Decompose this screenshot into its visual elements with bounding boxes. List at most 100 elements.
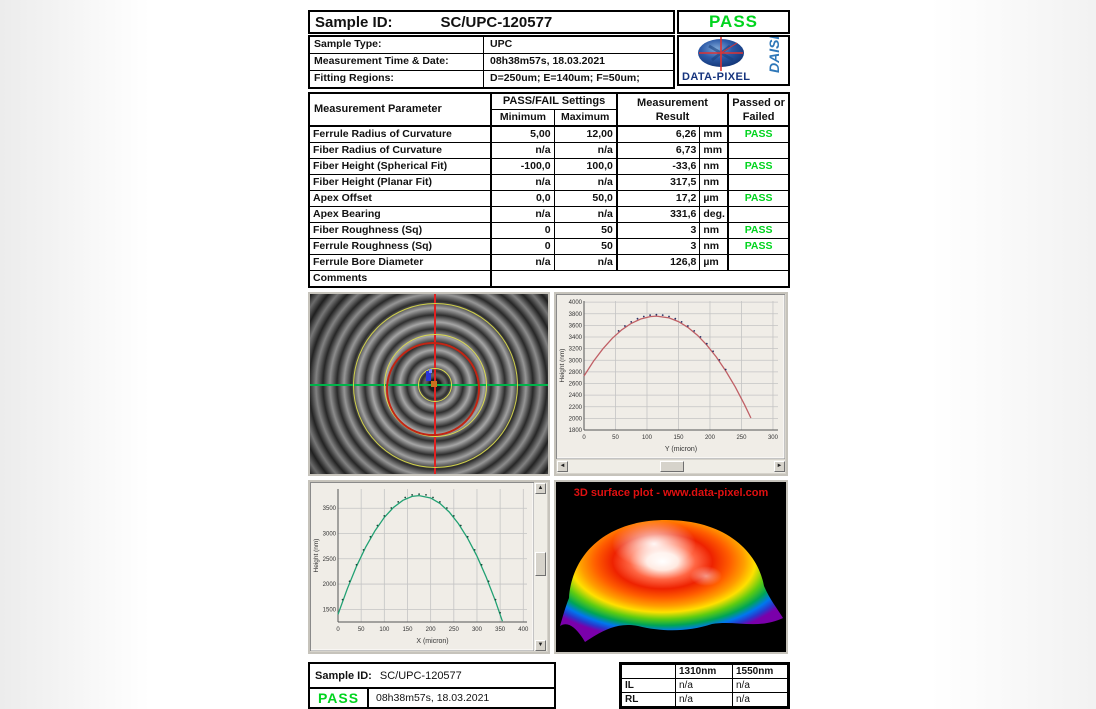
footer-sample-box: Sample ID: SC/UPC-120577 PASS 08h38m57s,…	[308, 662, 556, 709]
svg-text:100: 100	[642, 435, 653, 441]
result-value: 331,6	[615, 206, 701, 223]
measurement-report-page: Sample ID: SC/UPC-120577 Sample Type: UP…	[308, 10, 790, 709]
measurement-row: Fiber Height (Spherical Fit) -100,0 100,0-…	[308, 158, 790, 175]
scroll-up-button[interactable]: ▲	[535, 483, 546, 494]
datapixel-logo: DATA-PIXEL DAISI	[677, 35, 790, 86]
col-header-minimum: Minimum	[490, 109, 555, 127]
y-profile-hscrollbar[interactable]: ◄ ►	[557, 460, 785, 473]
pass-fail-status	[727, 206, 790, 223]
measurement-row: Apex Bearing n/a n/a 331,6 deg.	[308, 206, 790, 223]
maximum-value: 12,00	[553, 125, 618, 143]
maximum-value: n/a	[553, 142, 618, 159]
measurement-row: Fiber Height (Planar Fit) n/a n/a 317,5 nm	[308, 174, 790, 191]
parameter-name: Fiber Height (Planar Fit)	[308, 174, 492, 191]
result-unit: nm	[699, 158, 729, 175]
datapixel-logo-icon: DATA-PIXEL DAISI	[682, 37, 782, 83]
svg-text:150: 150	[402, 627, 413, 633]
result-unit: nm	[699, 238, 729, 255]
result-unit: deg.	[699, 206, 729, 223]
pass-fail-status	[727, 254, 790, 271]
col-header-result: Measurement Result	[615, 92, 729, 127]
outer-fit-region-circle	[353, 303, 518, 468]
maximum-value: 100,0	[553, 158, 618, 175]
result-value: 6,26	[615, 125, 701, 143]
maximum-value: n/a	[553, 174, 618, 191]
svg-text:0: 0	[336, 627, 340, 633]
hscrollbar-thumb[interactable]	[660, 461, 684, 472]
col-header-passed: Passed or Failed	[727, 92, 790, 127]
measurement-row: Fiber Radius of Curvature n/a n/a 6,73 mm	[308, 142, 790, 159]
svg-text:1800: 1800	[569, 428, 583, 434]
minimum-value: 0,0	[490, 190, 555, 207]
svg-text:Height (nm): Height (nm)	[559, 349, 566, 383]
sample-id-box: Sample ID: SC/UPC-120577	[308, 10, 675, 34]
minimum-value: 0	[490, 238, 555, 255]
footer-sample-id-value: SC/UPC-120577	[379, 669, 462, 682]
col-header-settings: PASS/FAIL Settings	[490, 92, 618, 110]
result-unit: mm	[699, 125, 729, 143]
svg-text:400: 400	[518, 627, 529, 633]
minimum-value: -100,0	[490, 158, 555, 175]
result-value: 6,73	[615, 142, 701, 159]
loss-type-label: IL	[621, 678, 676, 693]
loss-value: n/a	[675, 678, 733, 693]
svg-text:100: 100	[379, 627, 390, 633]
apex-marker	[426, 371, 431, 381]
result-unit: mm	[699, 142, 729, 159]
middle-fit-region-circle	[384, 334, 487, 437]
minimum-value: 0	[490, 222, 555, 239]
x-profile-vscrollbar[interactable]: ▲ ▼	[534, 483, 547, 651]
sample-id-label: Sample ID:	[315, 13, 393, 31]
pass-fail-status	[727, 142, 790, 159]
sample-id-value: SC/UPC-120577	[440, 13, 553, 31]
interferogram-panel	[308, 292, 550, 476]
svg-text:3800: 3800	[569, 312, 583, 318]
fiber-region-circle	[418, 368, 452, 402]
y-profile-chart: 0 50 100 150 200 250 300 1800 2000 2200 2400 2600 28…	[556, 294, 785, 459]
measurement-row: Fiber Roughness (Sq) 0 50 3 nm PASS	[308, 222, 790, 239]
scroll-left-button[interactable]: ◄	[557, 461, 568, 472]
svg-text:300: 300	[472, 627, 483, 633]
il-rl-table-box: 1310nm 1550nm IL n/a n/a RL n/a n/a	[619, 662, 790, 709]
svg-text:50: 50	[358, 627, 365, 633]
svg-text:2000: 2000	[569, 416, 583, 422]
vscrollbar-thumb[interactable]	[535, 552, 546, 576]
scroll-down-button[interactable]: ▼	[535, 640, 546, 651]
svg-text:3200: 3200	[569, 347, 583, 353]
svg-text:Height (nm): Height (nm)	[313, 539, 320, 573]
apex-marker-highlight	[429, 369, 432, 373]
svg-text:200: 200	[705, 435, 716, 441]
svg-text:250: 250	[449, 627, 460, 633]
pass-fail-status: PASS	[727, 190, 790, 207]
sample-type-value: UPC	[490, 38, 513, 50]
maximum-value: n/a	[553, 254, 618, 271]
svg-text:350: 350	[495, 627, 506, 633]
maximum-value: 50	[553, 238, 618, 255]
comments-row: Comments	[308, 270, 790, 288]
image-panels: 0 50 100 150 200 250 300 1800 2000 2200 2400 2600 28…	[308, 292, 790, 654]
result-value: 17,2	[615, 190, 701, 207]
measurement-row: Apex Offset 0,0 50,0 17,2 µm PASS	[308, 190, 790, 207]
svg-text:3000: 3000	[569, 358, 583, 364]
svg-text:0: 0	[582, 435, 586, 441]
measurement-time-value: 08h38m57s, 18.03.2021	[490, 55, 606, 67]
result-value: 3	[615, 222, 701, 239]
info-row-measurement-time: Measurement Time & Date: 08h38m57s, 18.0…	[310, 53, 673, 70]
logo-brand-text: DATA-PIXEL	[682, 71, 750, 83]
result-value: 3	[615, 238, 701, 255]
measurement-time-label: Measurement Time & Date:	[310, 54, 484, 70]
overall-pass-badge: PASS	[677, 10, 790, 34]
maximum-value: 50,0	[553, 190, 618, 207]
fitting-regions-label: Fitting Regions:	[310, 71, 484, 87]
svg-text:1500: 1500	[323, 607, 337, 613]
minimum-value: n/a	[490, 206, 555, 223]
svg-text:4000: 4000	[569, 300, 583, 306]
parameter-name: Ferrule Roughness (Sq)	[308, 238, 492, 255]
maximum-value: n/a	[553, 206, 618, 223]
surface-plot-image: 3D surface plot - www.data-pixel.com	[556, 482, 786, 652]
measurement-row: Ferrule Roughness (Sq) 0 50 3 nm PASS	[308, 238, 790, 255]
scroll-right-button[interactable]: ►	[774, 461, 785, 472]
footer-sample-id-label: Sample ID:	[315, 669, 372, 682]
svg-text:2500: 2500	[323, 557, 337, 563]
pass-fail-status: PASS	[727, 158, 790, 175]
